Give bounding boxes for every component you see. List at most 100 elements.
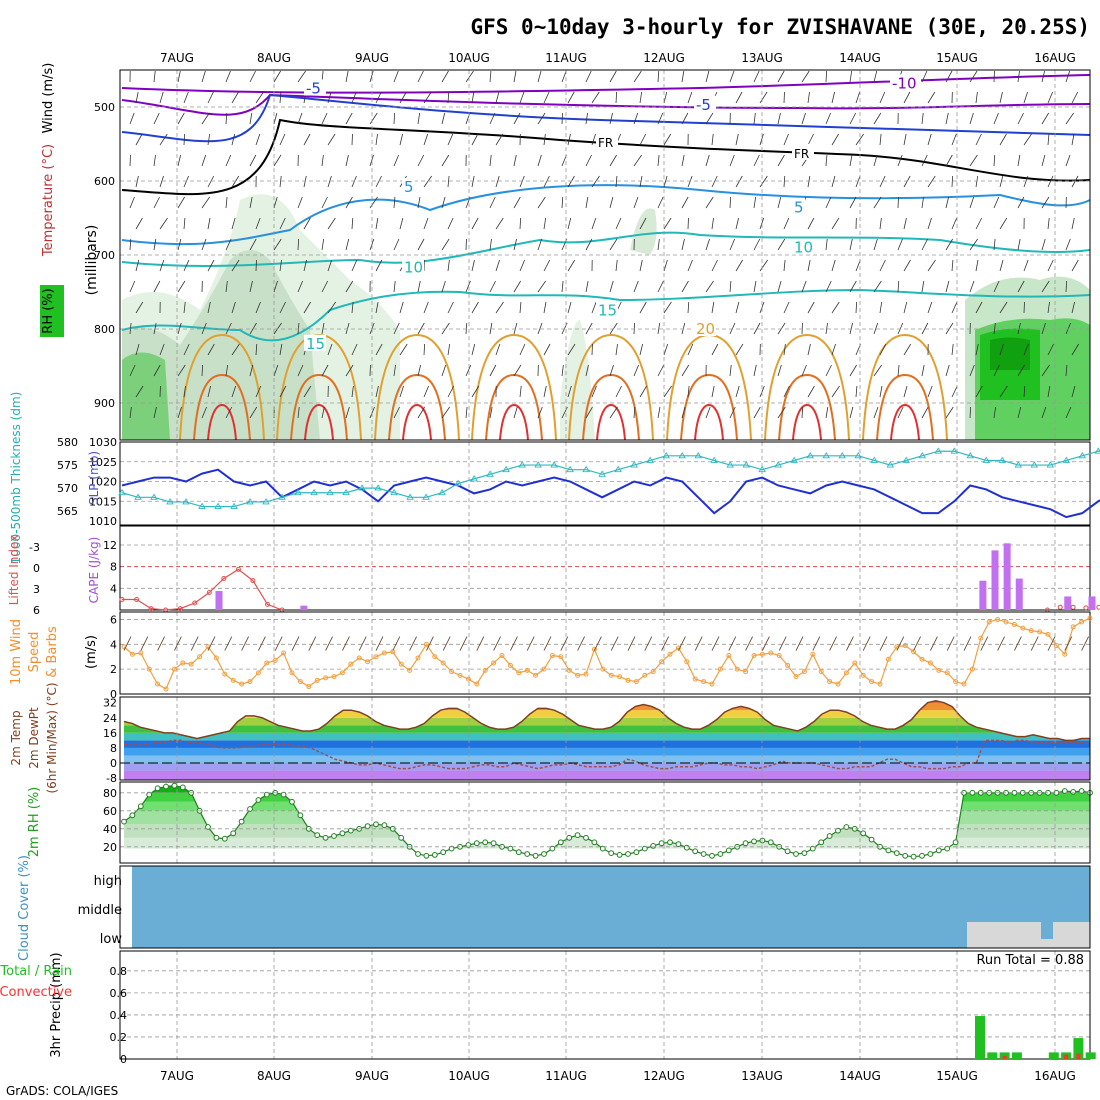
wind-barb: [447, 343, 451, 356]
wind-barb: [1047, 259, 1054, 272]
wind-barb: [345, 322, 350, 335]
wind-barb: [777, 364, 782, 377]
precip-bar: [1048, 1052, 1059, 1059]
wind-barb: [399, 385, 404, 398]
contour-label: 5: [404, 178, 414, 196]
wind-barb: [1041, 112, 1049, 125]
wind-barb: [951, 217, 957, 230]
wind-barb-10m: [661, 636, 670, 651]
wind-barb: [753, 364, 757, 377]
wind-barb: [375, 385, 379, 398]
wind-barb: [759, 175, 768, 188]
wind-barb: [447, 175, 450, 188]
wind-barb: [441, 70, 449, 83]
precip-panel: 0 0.2 0.4 0.6 0.8 Run Total = 0.88: [110, 950, 1096, 1066]
wind-barb: [273, 280, 278, 293]
y-tick-label: 20: [103, 841, 117, 854]
rh-point: [314, 832, 321, 838]
wind-barb: [153, 322, 157, 335]
wind-barb: [207, 91, 214, 104]
wind-barb: [903, 175, 911, 188]
wind-barb: [945, 364, 950, 377]
wind-barb-10m: [308, 636, 317, 651]
wind-barb-10m: [644, 636, 653, 651]
wind-barb: [177, 154, 181, 167]
wind-barb: [735, 217, 739, 230]
wind-barb: [207, 343, 215, 356]
wind-barb-10m: [845, 636, 854, 651]
wind-barb: [513, 280, 521, 293]
wind-barb: [465, 280, 471, 293]
wind-barb: [513, 238, 517, 251]
bottom-day-label: 11AUG: [545, 1069, 587, 1083]
wind-barb: [801, 406, 804, 419]
wind-barb-10m: [173, 636, 182, 651]
wind-barb: [633, 322, 636, 335]
wind-barb: [1071, 301, 1075, 314]
panel-labels: Wind (m/s) Temperature (°C) RH (%) (milliba…: [0, 63, 101, 1058]
wind-barb: [735, 385, 740, 398]
wind-barb: [711, 343, 719, 356]
wind-barb: [567, 175, 575, 188]
wind-barb: [609, 112, 613, 125]
rh-point: [154, 785, 161, 792]
wind-barb: [255, 301, 261, 314]
wind-barb: [1041, 280, 1050, 293]
wind-speed-point: [155, 681, 161, 687]
wind-barb: [591, 301, 597, 314]
axis-label: CAPE (J/kg): [87, 537, 101, 604]
wind-barb: [585, 364, 589, 377]
wind-speed-point: [575, 672, 581, 678]
wind-barb: [543, 301, 547, 314]
wind-speed-point: [995, 616, 1001, 622]
wind-barb: [945, 112, 949, 125]
wind-barb: [417, 322, 425, 335]
rh-point: [129, 812, 136, 819]
contour-label-bg: [596, 301, 618, 318]
thickness-point: [406, 493, 414, 500]
top-day-label: 10AUG: [448, 51, 490, 65]
wind-barb: [825, 154, 828, 167]
wind-barb: [255, 385, 262, 398]
rh-point: [843, 824, 850, 830]
rh-point: [625, 851, 631, 857]
rh-point: [944, 845, 951, 852]
wind-barb: [831, 133, 839, 146]
wind-speed-point: [507, 662, 513, 668]
wind-barb: [441, 280, 446, 293]
wind-barb: [1071, 175, 1079, 188]
wind-barb: [897, 364, 900, 377]
wind-barb: [297, 406, 300, 419]
wind-barb: [921, 70, 928, 83]
wind-barb: [303, 385, 312, 398]
wind-barb: [807, 301, 815, 314]
wind-barb: [585, 112, 588, 125]
wind-barb: [135, 175, 139, 188]
wind-barb: [783, 343, 786, 356]
wind-barb: [225, 70, 231, 83]
wind-barb: [321, 406, 325, 419]
wind-speed-point: [533, 672, 539, 678]
wind-barb: [471, 385, 480, 398]
wind-barb: [345, 112, 353, 125]
wind-barb: [1047, 217, 1050, 230]
wind-barb: [441, 322, 450, 335]
wind-barb: [873, 70, 878, 83]
wind-barb: [687, 259, 693, 272]
wind-barb: [135, 133, 143, 146]
wind-barb: [561, 196, 564, 209]
wind-barb-10m: [812, 636, 821, 651]
rh-point: [641, 845, 648, 852]
rh-point: [364, 823, 371, 829]
wind-barb-10m: [627, 636, 636, 651]
wind-barb: [369, 196, 378, 209]
wind-barb: [1017, 112, 1024, 125]
wind-barb: [225, 238, 232, 251]
contour-line: [568, 333, 654, 441]
rh-point: [238, 818, 245, 825]
wind-barb: [639, 133, 647, 146]
temp-band: [124, 770, 1090, 780]
y-tick-label: 0.4: [110, 1009, 128, 1022]
wind-barb: [951, 133, 957, 146]
wind-barb: [537, 196, 546, 209]
